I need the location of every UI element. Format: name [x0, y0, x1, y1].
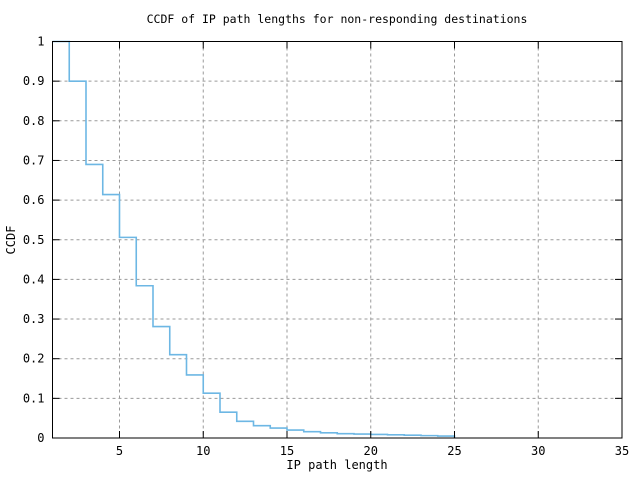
y-tick-label: 1: [37, 35, 44, 49]
y-tick-label: 0.1: [23, 391, 45, 405]
y-tick-label: 0.6: [23, 193, 45, 207]
y-tick-label: 0.4: [23, 272, 45, 286]
y-tick-label: 0.2: [23, 352, 45, 366]
ccdf-step-line: [52, 40, 456, 438]
y-tick-label: 0.5: [23, 233, 45, 247]
y-tick-label: 0.8: [23, 114, 45, 128]
x-tick-label: 5: [116, 444, 123, 458]
x-tick-label: 25: [447, 444, 461, 458]
chart-title: CCDF of IP path lengths for non-respondi…: [146, 12, 528, 26]
y-tick-label: 0.7: [23, 153, 45, 167]
x-axis-label: IP path length: [286, 458, 388, 472]
y-tick-label: 0.3: [23, 312, 45, 326]
x-tick-label: 15: [280, 444, 294, 458]
x-tick-label: 20: [364, 444, 378, 458]
x-tick-label: 35: [615, 444, 629, 458]
x-tick-label: 30: [531, 444, 545, 458]
y-tick-label: 0.9: [23, 74, 45, 88]
y-tick-label: 0: [37, 431, 44, 445]
x-tick-label: 10: [196, 444, 210, 458]
